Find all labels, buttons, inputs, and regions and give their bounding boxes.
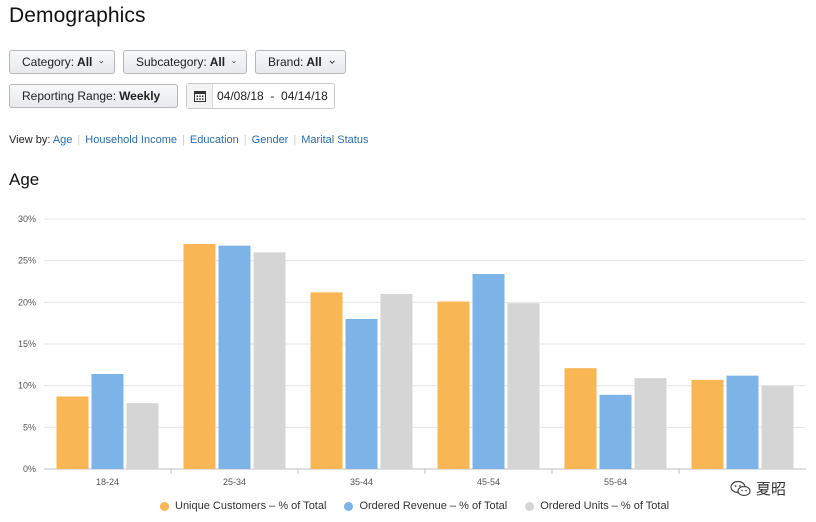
watermark: 夏昭 [730, 478, 786, 499]
bar[interactable] [183, 244, 216, 469]
bar[interactable] [599, 394, 632, 469]
view-by-gender-link[interactable]: Gender [251, 134, 289, 146]
bar[interactable] [634, 378, 667, 469]
separator: | [182, 134, 185, 146]
y-tick-label: 10% [18, 381, 36, 391]
x-tick-label: 35-44 [350, 477, 373, 487]
age-bar-chart: 0% 5% 10% 15% 20% 25% 30% 18-24 25-34 35-44 45-54 5… [18, 214, 806, 487]
separator: | [243, 134, 247, 146]
reporting-range-value: Weekly [119, 89, 161, 103]
bar[interactable] [507, 303, 540, 469]
legend-item[interactable]: Unique Customers – % of Total [160, 500, 326, 512]
subcategory-filter-button[interactable]: Subcategory: All [123, 50, 247, 74]
bar[interactable] [218, 245, 251, 469]
watermark-text: 夏昭 [755, 481, 786, 498]
bar[interactable] [761, 385, 794, 469]
legend-swatch [344, 501, 354, 511]
wechat-icon [730, 480, 751, 496]
brand-filter-value: All [306, 55, 322, 69]
x-tick-label: 25-34 [223, 477, 246, 487]
y-tick-label: 20% [18, 297, 36, 307]
calendar-icon-button[interactable] [187, 84, 213, 108]
separator: | [293, 134, 297, 146]
legend-label: Ordered Revenue – % of Total [359, 500, 508, 512]
chevron-down-icon [232, 61, 236, 64]
bar[interactable] [437, 301, 470, 470]
y-tick-label: 5% [23, 422, 36, 432]
bar[interactable] [56, 396, 89, 470]
subcategory-filter-value: All [209, 55, 226, 69]
separator: | [77, 134, 81, 146]
brand-filter-label: Brand: [268, 55, 304, 69]
y-tick-label: 15% [18, 339, 36, 349]
bar[interactable] [691, 379, 724, 469]
date-range-picker[interactable]: 04/08/18 - 04/14/18 [186, 83, 335, 109]
view-by-household-income-link[interactable]: Household Income [85, 134, 177, 146]
y-tick-label: 30% [18, 214, 36, 224]
legend-swatch [525, 501, 535, 511]
legend-label: Unique Customers – % of Total [175, 500, 327, 512]
y-tick-label: 0% [23, 464, 36, 474]
bar[interactable] [380, 294, 413, 469]
legend-label: Ordered Units – % of Total [540, 500, 670, 512]
legend-item[interactable]: Ordered Revenue – % of Total [344, 500, 507, 512]
view-by-label: View by: [9, 134, 51, 146]
reporting-range-button[interactable]: Reporting Range: Weekly [9, 84, 178, 108]
x-tick-label: 45-54 [477, 477, 500, 487]
chevron-down-icon [329, 60, 335, 64]
bar[interactable] [91, 374, 124, 469]
category-filter-button[interactable]: Category: All [9, 50, 115, 74]
subcategory-filter-label: Subcategory: [136, 55, 207, 69]
section-title: Age [9, 170, 40, 189]
chevron-down-icon [99, 60, 104, 64]
chart-legend: Unique Customers – % of Total Ordered Rev… [160, 500, 687, 512]
x-tick-label: 55-64 [604, 477, 627, 487]
date-range-value: 04/08/18 - 04/14/18 [217, 89, 328, 103]
x-tick-label: 18-24 [96, 477, 119, 487]
view-by-bar: View by: Age | Household Income | Education |… [9, 134, 368, 146]
category-filter-value: All [77, 55, 93, 69]
bar[interactable] [726, 375, 759, 469]
y-tick-label: 25% [18, 256, 36, 266]
legend-swatch [160, 501, 169, 511]
view-by-marital-status-link[interactable]: Marital Status [301, 134, 369, 146]
legend-item[interactable]: Ordered Units – % of Total [525, 500, 669, 512]
view-by-education-link[interactable]: Education [189, 134, 239, 146]
bar[interactable] [472, 274, 505, 469]
view-by-age-link[interactable]: Age [52, 134, 73, 146]
calendar-icon [193, 91, 206, 102]
bar[interactable] [126, 403, 159, 469]
bar[interactable] [564, 368, 597, 469]
page-title: Demographics [9, 4, 146, 27]
bar[interactable] [253, 252, 286, 469]
bar[interactable] [310, 292, 343, 469]
category-filter-label: Category: [22, 55, 75, 69]
bar[interactable] [345, 319, 378, 469]
brand-filter-button[interactable]: Brand: All [255, 50, 346, 74]
reporting-range-label: Reporting Range: [22, 89, 117, 103]
